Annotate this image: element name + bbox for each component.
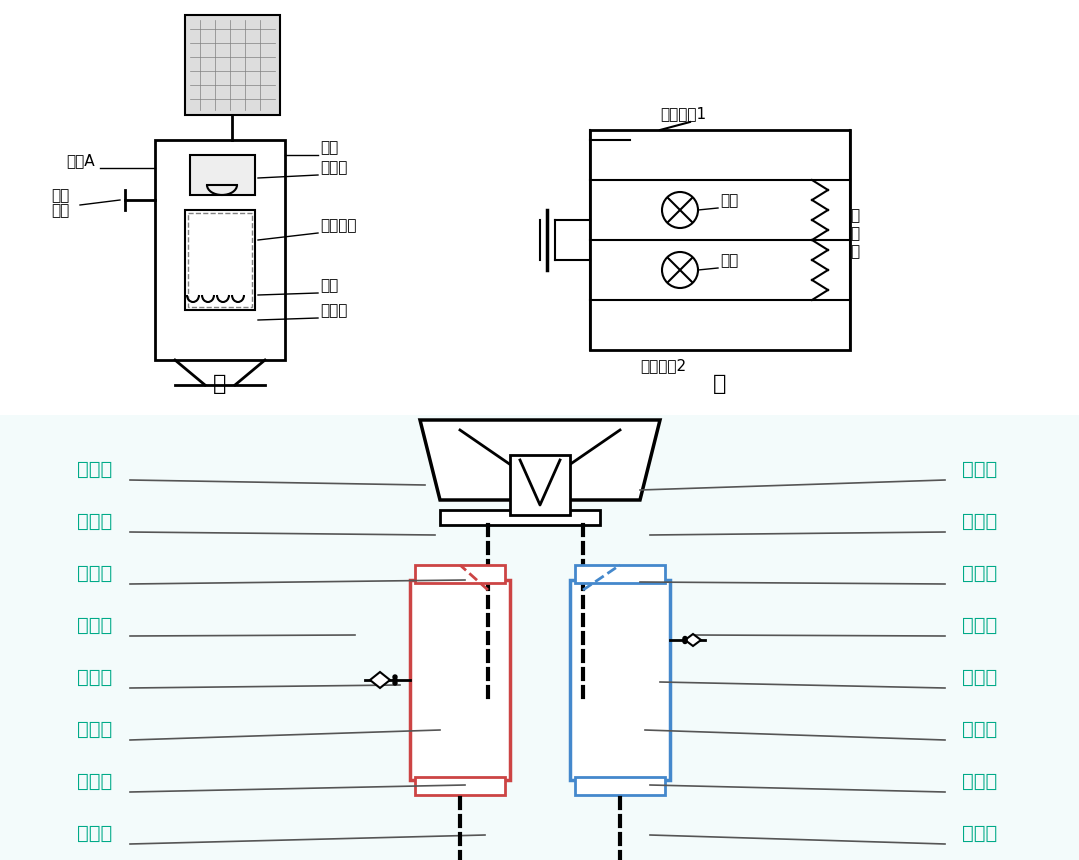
Bar xyxy=(440,510,600,525)
Text: 控水槽: 控水槽 xyxy=(320,160,347,175)
Text: 冷水胆: 冷水胆 xyxy=(962,720,998,739)
Text: 贮水罐: 贮水罐 xyxy=(962,512,998,531)
Text: 排水阀: 排水阀 xyxy=(78,824,112,843)
Polygon shape xyxy=(370,672,390,688)
Circle shape xyxy=(393,678,397,682)
Bar xyxy=(155,140,285,360)
Bar xyxy=(510,455,570,515)
Polygon shape xyxy=(685,634,701,646)
Text: 温控开关1: 温控开关1 xyxy=(660,106,706,121)
Text: 温控开关2: 温控开关2 xyxy=(640,358,686,373)
Bar xyxy=(0,415,1079,860)
Text: 热: 热 xyxy=(850,226,859,241)
Circle shape xyxy=(663,192,698,228)
Text: 冷水: 冷水 xyxy=(51,188,69,203)
Circle shape xyxy=(683,640,687,643)
Bar xyxy=(575,777,665,795)
Text: 绿灯: 绿灯 xyxy=(720,193,738,208)
Bar xyxy=(415,777,505,795)
Bar xyxy=(410,580,510,780)
Text: 甲: 甲 xyxy=(214,374,227,394)
Text: 阀门: 阀门 xyxy=(320,140,338,155)
Bar xyxy=(188,213,252,307)
Text: 冷水阀: 冷水阀 xyxy=(962,668,998,687)
Bar xyxy=(570,580,670,780)
Text: 排水阀: 排水阀 xyxy=(962,824,998,843)
Text: 热水阀: 热水阀 xyxy=(78,616,112,635)
Bar xyxy=(185,15,279,115)
Circle shape xyxy=(663,252,698,288)
Text: 热水管: 热水管 xyxy=(78,668,112,687)
Text: 开水开关: 开水开关 xyxy=(320,218,356,233)
Text: 加热管: 加热管 xyxy=(320,303,347,318)
Text: 排气管: 排气管 xyxy=(78,512,112,531)
Circle shape xyxy=(683,636,687,641)
Text: 热水胆: 热水胆 xyxy=(78,720,112,739)
Circle shape xyxy=(393,681,397,685)
Text: 红灯: 红灯 xyxy=(720,253,738,268)
Text: 聪明座: 聪明座 xyxy=(962,460,998,479)
Text: 浮体A: 浮体A xyxy=(67,153,95,168)
Bar xyxy=(575,565,665,583)
Text: 排水管: 排水管 xyxy=(78,772,112,791)
Text: 开关: 开关 xyxy=(51,203,69,218)
Text: 热阻: 热阻 xyxy=(320,278,338,293)
Bar xyxy=(590,130,850,350)
Bar xyxy=(185,210,255,310)
Text: 管: 管 xyxy=(850,244,859,259)
Polygon shape xyxy=(420,420,660,500)
Text: 进水管: 进水管 xyxy=(78,564,112,583)
Bar xyxy=(190,155,255,195)
Text: 加: 加 xyxy=(850,208,859,223)
Text: 排气室: 排气室 xyxy=(78,460,112,479)
Text: 进水管: 进水管 xyxy=(962,564,998,583)
Circle shape xyxy=(393,675,397,679)
Circle shape xyxy=(683,638,687,642)
Text: 排水管: 排水管 xyxy=(962,772,998,791)
Text: 冷水管: 冷水管 xyxy=(962,616,998,635)
Bar xyxy=(415,565,505,583)
Text: 乙: 乙 xyxy=(713,374,726,394)
